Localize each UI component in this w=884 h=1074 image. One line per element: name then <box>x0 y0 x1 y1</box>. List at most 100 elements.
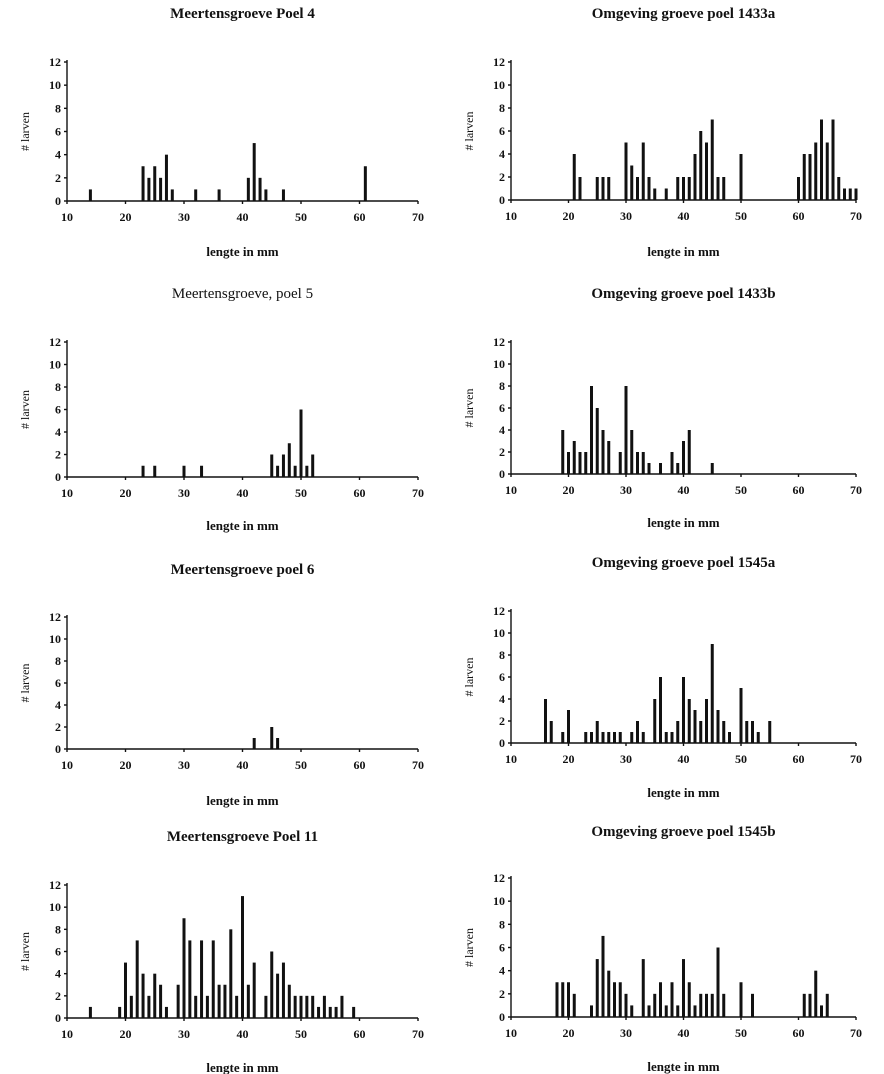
bar <box>630 165 634 200</box>
bar <box>299 995 303 1018</box>
bar <box>293 465 297 477</box>
bar <box>676 177 680 200</box>
bar <box>188 940 192 1018</box>
bar <box>716 947 720 1017</box>
bar <box>687 177 691 200</box>
y-tick-label: 6 <box>499 670 505 684</box>
bar <box>281 962 285 1018</box>
bar <box>664 1005 668 1017</box>
bar <box>664 732 668 743</box>
bar <box>223 984 227 1018</box>
y-tick-label: 0 <box>55 470 61 484</box>
y-tick-label: 4 <box>499 423 505 437</box>
x-tick-label: 30 <box>620 1026 632 1040</box>
bar <box>252 962 256 1018</box>
bar <box>641 452 645 474</box>
x-tick-label: 10 <box>61 210 73 224</box>
bar <box>235 995 239 1018</box>
chart-panel-7: Meertensgroeve Poel 11 0 2 4 6 8 10 12 10 20 30 40 5… <box>18 829 424 1074</box>
bar <box>618 452 622 474</box>
bar <box>141 973 145 1018</box>
bar <box>607 970 611 1017</box>
x-tick-label: 10 <box>505 209 517 223</box>
chart-title: Meertensgroeve, poel 5 <box>172 286 313 302</box>
x-tick-label: 10 <box>61 1027 73 1041</box>
bar <box>578 452 582 474</box>
bar <box>135 940 139 1018</box>
bar <box>699 993 703 1017</box>
x-axis-label: lengte in mm <box>206 793 278 808</box>
bar <box>647 463 651 474</box>
chart-panel-8: Omgeving groeve poel 1545b 0 2 4 6 8 10 12 10 20 3… <box>462 824 862 1074</box>
bar <box>699 721 703 743</box>
x-tick-label: 40 <box>678 752 690 766</box>
y-tick-label: 6 <box>499 401 505 415</box>
bar <box>831 119 835 200</box>
bar <box>670 982 674 1017</box>
bar <box>182 465 186 477</box>
bar <box>124 962 127 1018</box>
x-tick-label: 30 <box>178 758 190 772</box>
y-tick-label: 0 <box>55 1011 61 1025</box>
bar <box>549 721 553 743</box>
bar <box>647 177 651 200</box>
bar <box>670 732 674 743</box>
bar <box>584 732 588 743</box>
y-axis-label: # larven <box>462 658 476 697</box>
bar <box>601 430 605 474</box>
bar <box>328 1006 332 1018</box>
y-tick-label: 12 <box>49 610 61 624</box>
x-tick-label: 60 <box>354 210 366 224</box>
bar <box>843 188 846 200</box>
y-tick-label: 12 <box>49 878 61 892</box>
bar <box>728 732 731 743</box>
x-tick-label: 60 <box>354 1027 366 1041</box>
bar <box>676 463 680 474</box>
y-tick-label: 8 <box>55 654 61 668</box>
bar <box>641 959 645 1017</box>
bar <box>820 119 823 200</box>
y-tick-label: 8 <box>499 379 505 393</box>
x-tick-label: 70 <box>850 1026 862 1040</box>
bar <box>722 993 726 1017</box>
bar <box>578 177 582 200</box>
bar <box>802 993 806 1017</box>
bar <box>572 441 576 474</box>
bar <box>153 465 157 477</box>
bar <box>159 177 163 201</box>
bar <box>705 142 708 200</box>
bar <box>129 995 133 1018</box>
x-tick-label: 40 <box>237 210 249 224</box>
chart-title: Meertensgroeve Poel 11 <box>167 829 318 845</box>
x-tick-label: 30 <box>620 752 632 766</box>
y-tick-label: 10 <box>493 357 505 371</box>
y-tick-label: 0 <box>499 193 505 207</box>
x-tick-label: 70 <box>850 483 862 497</box>
bar <box>618 732 622 743</box>
x-tick-label: 10 <box>61 758 73 772</box>
bar <box>567 982 570 1017</box>
x-axis-label: lengte in mm <box>206 518 278 533</box>
y-tick-label: 10 <box>49 632 61 646</box>
bar <box>613 982 616 1017</box>
y-tick-label: 6 <box>499 124 505 138</box>
x-tick-label: 70 <box>412 758 424 772</box>
x-tick-label: 30 <box>620 483 632 497</box>
bar <box>164 154 168 201</box>
x-tick-label: 50 <box>735 209 747 223</box>
bar <box>607 177 611 200</box>
bar <box>659 677 662 743</box>
bar <box>147 177 151 201</box>
y-tick-label: 12 <box>49 335 61 349</box>
bar <box>246 984 250 1018</box>
bar <box>229 929 233 1018</box>
bar <box>264 995 268 1018</box>
bar <box>200 465 204 477</box>
bar <box>322 995 326 1018</box>
y-tick-label: 10 <box>49 78 61 92</box>
bar <box>607 441 611 474</box>
bar <box>601 732 605 743</box>
bar <box>641 142 645 200</box>
y-tick-label: 6 <box>55 945 61 959</box>
x-tick-label: 20 <box>120 758 132 772</box>
